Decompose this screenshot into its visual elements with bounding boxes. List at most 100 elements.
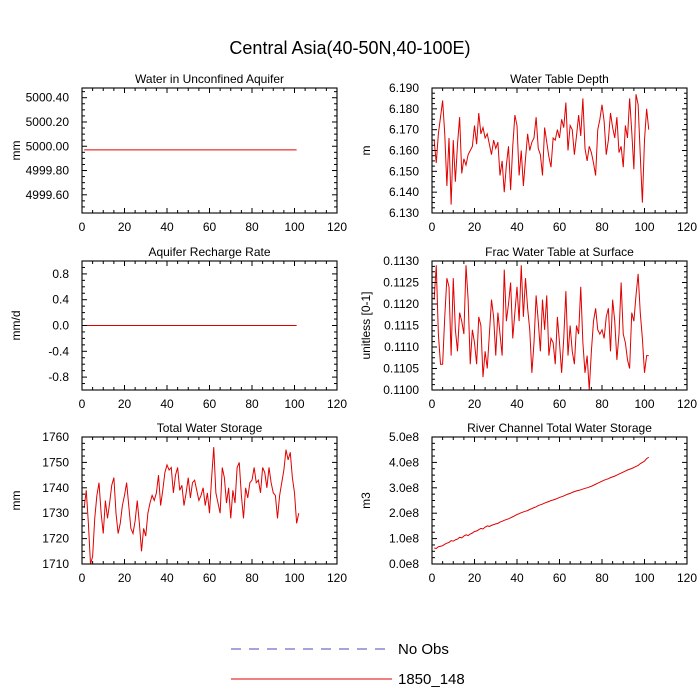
- y-tick-label: 0.8: [52, 267, 69, 281]
- x-tick-label: 100: [634, 397, 654, 411]
- y-tick-label: -0.8: [48, 370, 69, 384]
- y-tick-label: 4999.80: [26, 164, 70, 178]
- y-tick-label: 6.170: [389, 123, 419, 137]
- legend-item-1: No Obs: [231, 641, 449, 658]
- y-tick-label: 1740: [42, 481, 69, 495]
- y-tick-label: 3.0e8: [389, 481, 419, 495]
- y-tick-label: 0.1105: [383, 362, 419, 376]
- chart-title: River Channel Total Water Storage: [467, 421, 652, 435]
- x-tick-label: 0: [79, 220, 86, 234]
- x-tick-label: 0: [79, 397, 86, 411]
- x-tick-label: 80: [595, 397, 609, 411]
- y-tick-label: 5000.00: [26, 139, 70, 153]
- y-tick-label: 1.0e8: [389, 532, 419, 546]
- x-tick-label: 120: [327, 397, 347, 411]
- chart-title: Aquifer Recharge Rate: [148, 245, 270, 259]
- x-tick-label: 60: [203, 220, 217, 234]
- series-line-1: [433, 94, 650, 205]
- chart-panel-3: Aquifer Recharge Rate mm/d 0 20 40 60 80 100 120…: [9, 245, 347, 411]
- x-tick-label: 120: [677, 397, 697, 411]
- x-tick-label: 80: [245, 397, 259, 411]
- chart-panel-1: Water in Unconfined Aquifer mm 0 20 40 60 80 10…: [9, 72, 347, 234]
- x-tick-label: 20: [468, 220, 482, 234]
- x-tick-label: 80: [245, 571, 259, 585]
- x-tick-label: 60: [203, 571, 217, 585]
- y-tick-label: 5000.40: [26, 91, 70, 105]
- x-tick-label: 40: [160, 220, 174, 234]
- x-tick-label: 120: [677, 220, 697, 234]
- x-tick-label: 100: [284, 397, 304, 411]
- chart-panel-6: River Channel Total Water Storage m3 0 20 40…: [359, 421, 697, 585]
- x-tick-label: 20: [118, 220, 132, 234]
- y-tick-label: 0.1100: [383, 383, 419, 397]
- y-tick-label: 6.180: [389, 102, 419, 116]
- y-tick-label: 1720: [42, 532, 69, 546]
- x-tick-label: 40: [510, 397, 524, 411]
- x-tick-label: 40: [160, 397, 174, 411]
- x-tick-label: 40: [510, 571, 524, 585]
- x-tick-label: 100: [634, 220, 654, 234]
- y-tick-label: 0.0e8: [389, 557, 419, 571]
- y-tick-label: 6.150: [389, 164, 419, 178]
- y-axis-label: mm/d: [9, 311, 23, 341]
- y-tick-label: -0.4: [48, 344, 69, 358]
- x-tick-label: 20: [468, 397, 482, 411]
- chart-panel-2: Water Table Depth m 0 20 40 60 80 100 120 6.130 6.…: [359, 72, 697, 234]
- x-tick-label: 100: [284, 220, 304, 234]
- series-line-1: [83, 447, 300, 564]
- y-tick-label: 6.160: [389, 144, 419, 158]
- series-line-1: [433, 265, 649, 390]
- x-tick-label: 80: [595, 220, 609, 234]
- y-tick-label: 4.0e8: [389, 455, 419, 469]
- x-tick-label: 0: [429, 220, 436, 234]
- x-tick-label: 120: [327, 571, 347, 585]
- x-tick-label: 120: [327, 220, 347, 234]
- x-tick-label: 0: [429, 397, 436, 411]
- y-tick-label: 5000.20: [26, 115, 70, 129]
- y-tick-label: 5.0e8: [389, 430, 419, 444]
- y-tick-label: 1760: [42, 430, 69, 444]
- x-tick-label: 120: [677, 571, 697, 585]
- legend: No Obs 1850_148: [231, 641, 465, 688]
- chart-title: Frac Water Table at Surface: [485, 245, 634, 259]
- series-line-1: [434, 456, 650, 550]
- y-tick-label: 1710: [42, 557, 69, 571]
- figure-title: Central Asia(40-50N,40-100E): [229, 38, 470, 58]
- x-tick-label: 80: [245, 220, 259, 234]
- legend-item-2: 1850_148: [231, 671, 465, 688]
- x-tick-label: 20: [468, 571, 482, 585]
- x-tick-label: 20: [118, 571, 132, 585]
- y-tick-label: 6.130: [389, 206, 419, 220]
- chart-title: Total Water Storage: [157, 421, 263, 435]
- y-tick-label: 0.0: [52, 319, 69, 333]
- x-tick-label: 0: [429, 571, 436, 585]
- x-tick-label: 60: [553, 220, 567, 234]
- y-tick-label: 6.190: [389, 81, 419, 95]
- x-tick-label: 100: [284, 571, 304, 585]
- chart-title: Water in Unconfined Aquifer: [135, 72, 284, 86]
- panels: Water in Unconfined Aquifer mm 0 20 40 60 80 10…: [9, 72, 697, 585]
- y-tick-label: 2.0e8: [389, 506, 419, 520]
- y-tick-label: 0.1125: [383, 276, 419, 290]
- y-axis-label: unitless [0-1]: [359, 291, 373, 359]
- y-tick-label: 6.140: [389, 185, 419, 199]
- x-tick-label: 100: [634, 571, 654, 585]
- x-tick-label: 60: [553, 397, 567, 411]
- x-tick-label: 20: [118, 397, 132, 411]
- y-tick-label: 0.1130: [383, 254, 419, 268]
- chart-panel-5: Total Water Storage mm 0 20 40 60 80 100 120 1710…: [9, 421, 347, 585]
- chart-title: Water Table Depth: [510, 72, 609, 86]
- y-tick-label: 4999.60: [26, 188, 70, 202]
- x-tick-label: 80: [595, 571, 609, 585]
- chart-panel-4: Frac Water Table at Surface unitless [0-1…: [359, 245, 697, 411]
- y-tick-label: 0.4: [52, 293, 69, 307]
- y-axis-label: m3: [359, 492, 373, 509]
- x-tick-label: 0: [79, 571, 86, 585]
- y-axis-label: m: [359, 146, 373, 156]
- y-tick-label: 0.1120: [383, 297, 419, 311]
- y-tick-label: 0.1110: [384, 340, 419, 354]
- x-tick-label: 60: [203, 397, 217, 411]
- legend-label: 1850_148: [398, 671, 465, 688]
- legend-label: No Obs: [398, 641, 449, 658]
